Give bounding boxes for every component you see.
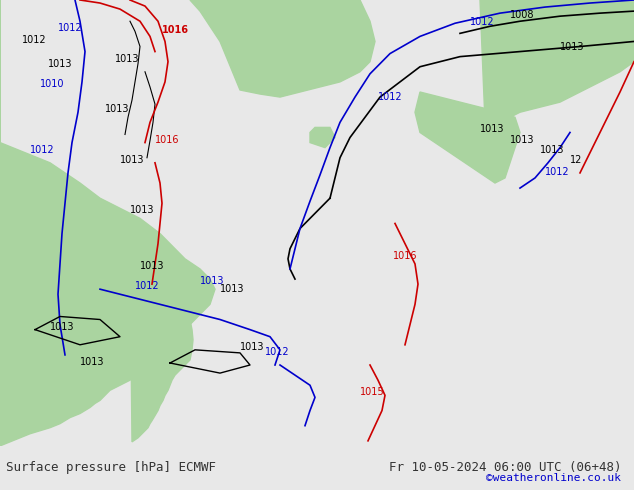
Text: 1013: 1013	[105, 104, 129, 114]
Text: Surface pressure [hPa] ECMWF: Surface pressure [hPa] ECMWF	[6, 462, 216, 474]
Polygon shape	[130, 244, 193, 442]
Text: 1012: 1012	[265, 347, 290, 357]
Text: 1012: 1012	[545, 167, 569, 177]
Text: 1013: 1013	[540, 145, 564, 155]
Text: ©weatheronline.co.uk: ©weatheronline.co.uk	[486, 473, 621, 483]
Text: 1008: 1008	[510, 10, 534, 20]
Text: 1013: 1013	[48, 59, 72, 69]
Text: 1013: 1013	[560, 42, 585, 51]
Text: 1012: 1012	[378, 92, 403, 102]
Polygon shape	[480, 0, 634, 129]
Polygon shape	[310, 127, 335, 147]
Text: 1015: 1015	[360, 387, 385, 397]
Text: 1013: 1013	[240, 342, 264, 352]
Text: 1012: 1012	[135, 281, 160, 291]
Text: 1012: 1012	[30, 145, 55, 155]
Text: 1013: 1013	[220, 284, 245, 294]
Text: 1012: 1012	[58, 24, 82, 33]
Text: 1013: 1013	[130, 205, 155, 215]
Polygon shape	[190, 0, 375, 97]
Text: Fr 10-05-2024 06:00 UTC (06+48): Fr 10-05-2024 06:00 UTC (06+48)	[389, 462, 621, 474]
Text: 1010: 1010	[40, 79, 65, 89]
Text: 1016: 1016	[155, 135, 179, 145]
Text: 1013: 1013	[80, 357, 105, 367]
Text: 1013: 1013	[120, 155, 145, 165]
Text: 1013: 1013	[50, 321, 75, 332]
Text: 1016: 1016	[162, 25, 189, 35]
Polygon shape	[0, 0, 215, 446]
Polygon shape	[415, 92, 520, 183]
Text: 1013: 1013	[480, 124, 505, 134]
Text: 1013: 1013	[115, 54, 139, 64]
Text: 1012: 1012	[470, 17, 495, 27]
Text: 1013: 1013	[140, 261, 164, 271]
Text: 12: 12	[570, 155, 583, 165]
Text: 1013: 1013	[200, 276, 224, 286]
Text: 1012: 1012	[22, 35, 47, 46]
Text: 1013: 1013	[510, 135, 534, 145]
Text: 1016: 1016	[393, 251, 418, 261]
